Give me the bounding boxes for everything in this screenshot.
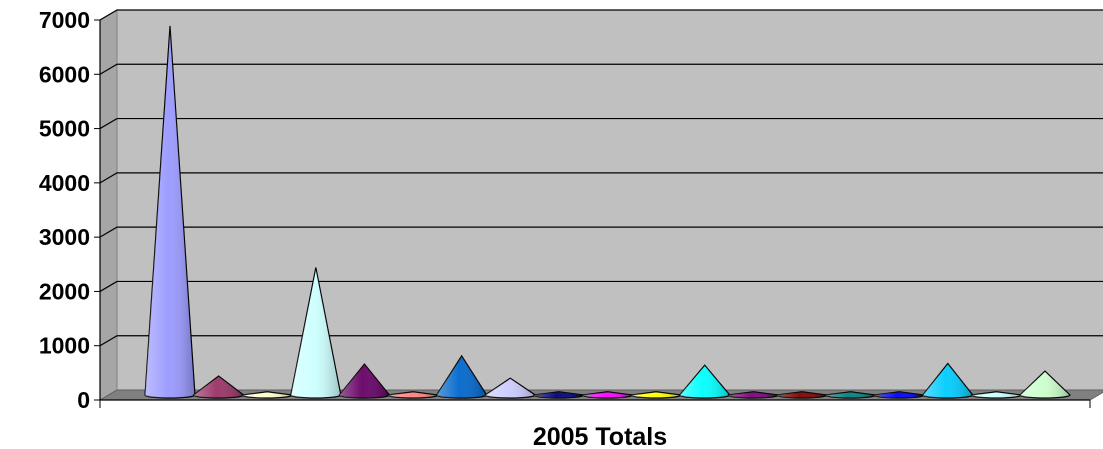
gridline: [99, 335, 1103, 347]
gridline: [99, 280, 1103, 292]
y-tick-label: 3000: [39, 224, 90, 250]
gridline: [99, 172, 1103, 184]
y-tick-label: 7000: [39, 7, 90, 33]
y-tick-label: 1000: [39, 333, 90, 359]
y-tick-label: 2000: [39, 278, 90, 304]
back-wall: [116, 9, 1103, 391]
gridline: [99, 9, 1103, 21]
side-wall: [99, 9, 118, 401]
gridline: [99, 117, 1103, 130]
y-tick-label: 6000: [39, 61, 90, 87]
y-tick-label: 4000: [39, 170, 90, 196]
cone-bar: [1019, 370, 1071, 399]
gridline: [99, 226, 1103, 238]
y-tick-label: 0: [77, 387, 90, 413]
y-tick-label: 5000: [39, 116, 90, 142]
gridline: [99, 63, 1103, 75]
